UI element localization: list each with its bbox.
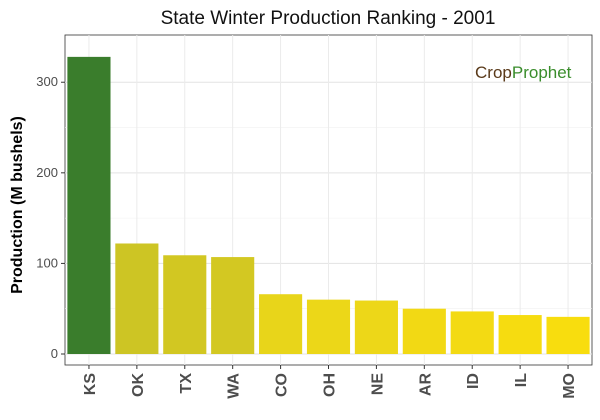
bar-ks xyxy=(67,56,111,355)
x-tick-label: NE xyxy=(369,373,386,396)
y-tick-label: 300 xyxy=(36,74,58,89)
x-tick-label: WA xyxy=(226,373,243,399)
y-tick-label: 200 xyxy=(36,165,58,180)
x-tick-label: AR xyxy=(417,373,434,397)
cropprophet-logo: CropProphet xyxy=(475,63,572,82)
bars-group xyxy=(67,56,590,355)
bar-wa xyxy=(211,257,255,354)
logo-text-prophet: Prophet xyxy=(512,63,572,82)
bar-ok xyxy=(115,243,159,354)
gridlines xyxy=(65,35,592,365)
y-axis-label: Production (M bushels) xyxy=(9,116,26,294)
x-axis: KS OK TX WA CO OH NE AR ID IL MO xyxy=(82,365,578,399)
y-tick-label: 0 xyxy=(51,346,58,361)
x-tick-label: KS xyxy=(82,373,99,396)
x-tick-label: OH xyxy=(322,373,339,397)
x-tick-label: IL xyxy=(513,373,530,387)
x-tick-label: TX xyxy=(178,373,195,394)
logo-text-crop: Crop xyxy=(475,63,512,82)
bar-ne xyxy=(354,300,398,354)
bar-tx xyxy=(163,255,207,354)
bar-ar xyxy=(402,308,446,354)
bar-oh xyxy=(306,299,351,354)
y-axis: 0 100 200 300 xyxy=(36,74,65,361)
bar-mo xyxy=(546,316,590,354)
logo-text: CropProphet xyxy=(475,63,572,82)
bar-il xyxy=(498,315,542,354)
bar-co xyxy=(259,294,303,354)
bar-id xyxy=(450,311,494,354)
x-tick-label: MO xyxy=(561,373,578,399)
x-tick-label: CO xyxy=(274,373,291,397)
x-tick-label: OK xyxy=(130,373,147,397)
chart-title: State Winter Production Ranking - 2001 xyxy=(161,8,496,29)
y-tick-label: 100 xyxy=(36,255,58,270)
x-tick-label: ID xyxy=(465,373,482,389)
